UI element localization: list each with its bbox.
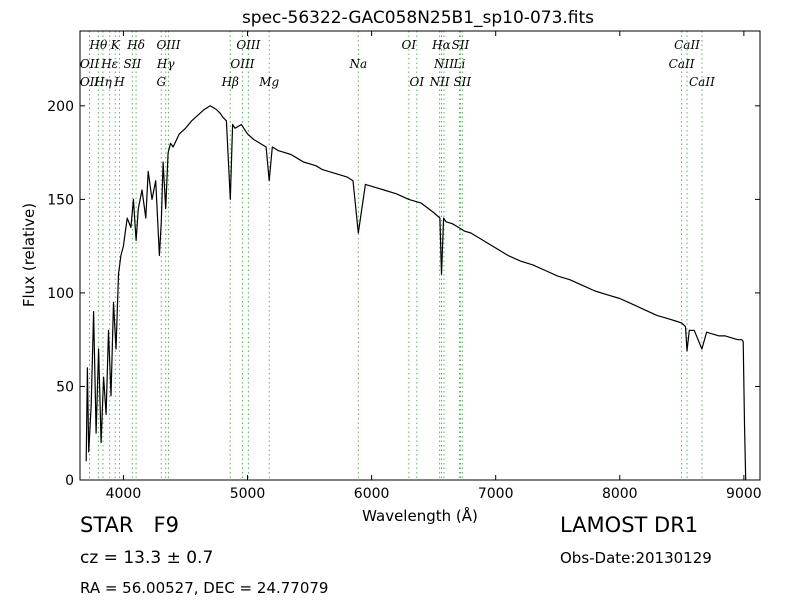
spectral-label: CaII: [669, 57, 695, 71]
spectral-label: OIII: [156, 38, 180, 52]
spectrum-line: [85, 105, 747, 481]
x-tick-label: 5000: [230, 486, 266, 502]
y-tick-label: 200: [47, 99, 74, 115]
spectral-label: Hβ: [221, 75, 239, 89]
spectral-label: OII: [80, 57, 100, 71]
x-tick-label: 7000: [478, 486, 514, 502]
chart-title: spec-56322-GAC058N25B1_sp10-073.fits: [242, 8, 594, 28]
object-subclass: F9: [153, 513, 179, 537]
x-axis-label: Wavelength (Å): [362, 506, 478, 525]
object-class: STAR: [80, 513, 134, 537]
survey-label: LAMOST DR1: [560, 513, 699, 537]
spectral-label: Hα: [431, 38, 451, 52]
spectral-label: OI: [409, 75, 424, 89]
obs-date-label: Obs-Date:20130129: [560, 549, 712, 567]
spectral-label: OIII: [230, 57, 254, 71]
spectral-label: Hθ: [89, 38, 108, 52]
spectral-label: CaII: [689, 75, 715, 89]
y-tick-label: 100: [47, 286, 74, 302]
x-tick-label: 9000: [726, 486, 762, 502]
spectral-label: NII: [429, 75, 450, 89]
spectral-label: Hδ: [126, 38, 145, 52]
spectral-label: SII: [453, 75, 471, 89]
spectral-label: OI: [402, 38, 417, 52]
redshift-label: cz = 13.3 ± 0.7: [80, 548, 214, 568]
y-tick-label: 0: [65, 473, 74, 489]
spectral-label: Li: [453, 57, 466, 71]
spectral-line-markers: [89, 31, 703, 480]
class-label: STAR F9: [80, 513, 179, 537]
spectral-label: H: [113, 75, 125, 89]
x-axis-ticks: 4000 5000 6000 7000 8000 9000: [106, 31, 762, 502]
spectral-label: OIII: [236, 38, 260, 52]
spectral-label: G: [156, 75, 166, 89]
spectral-label: Na: [349, 57, 368, 71]
plot-frame: [79, 30, 761, 481]
y-axis-ticks: 0 50 100 150 200: [47, 99, 760, 489]
spectral-label: SII: [452, 38, 470, 52]
y-axis-label: Flux (relative): [20, 203, 38, 307]
y-tick-label: 50: [56, 379, 74, 395]
spectral-label: Hη: [93, 75, 112, 89]
x-tick-label: 4000: [106, 486, 142, 502]
spectral-label: SII: [124, 57, 142, 71]
spectral-label: Mg: [258, 75, 279, 89]
spectral-label: NII: [433, 57, 454, 71]
spectral-label: CaII: [674, 38, 700, 52]
y-tick-label: 150: [47, 192, 74, 208]
x-tick-label: 8000: [602, 486, 638, 502]
spectral-label: K: [110, 38, 121, 52]
coordinates-label: RA = 56.00527, DEC = 24.77079: [80, 579, 329, 597]
x-tick-label: 6000: [354, 486, 390, 502]
spectral-label: OII: [80, 75, 100, 89]
spectral-label: Hγ: [156, 57, 175, 71]
spectral-label: Hε: [100, 57, 118, 71]
